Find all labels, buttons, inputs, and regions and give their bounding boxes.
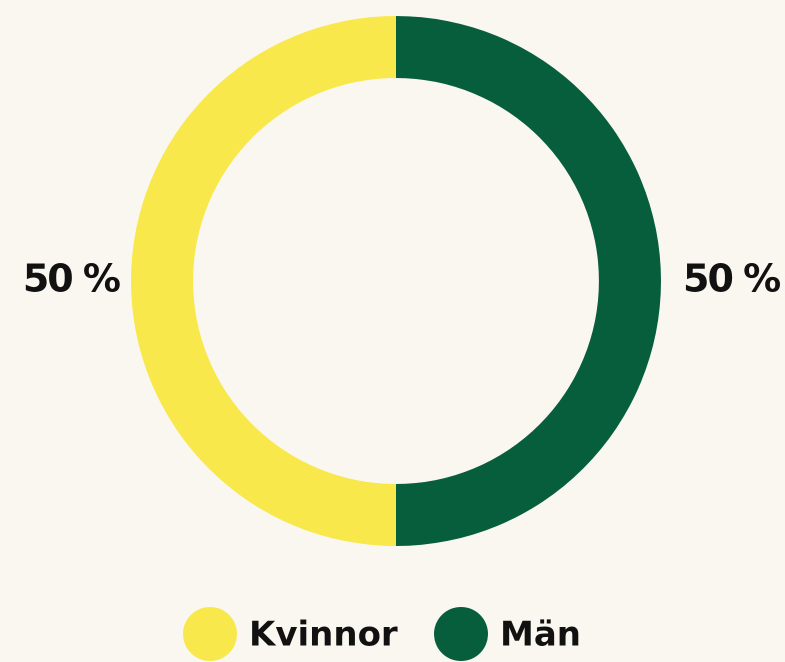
value-label: 50 % [23, 257, 120, 301]
legend-label: Män [500, 615, 581, 655]
legend-swatch [183, 607, 237, 661]
value-label: 50 % [683, 257, 780, 301]
slice [131, 16, 396, 546]
legend-label: Kvinnor [249, 615, 398, 655]
slice [396, 16, 661, 546]
legend-swatch [434, 607, 488, 661]
